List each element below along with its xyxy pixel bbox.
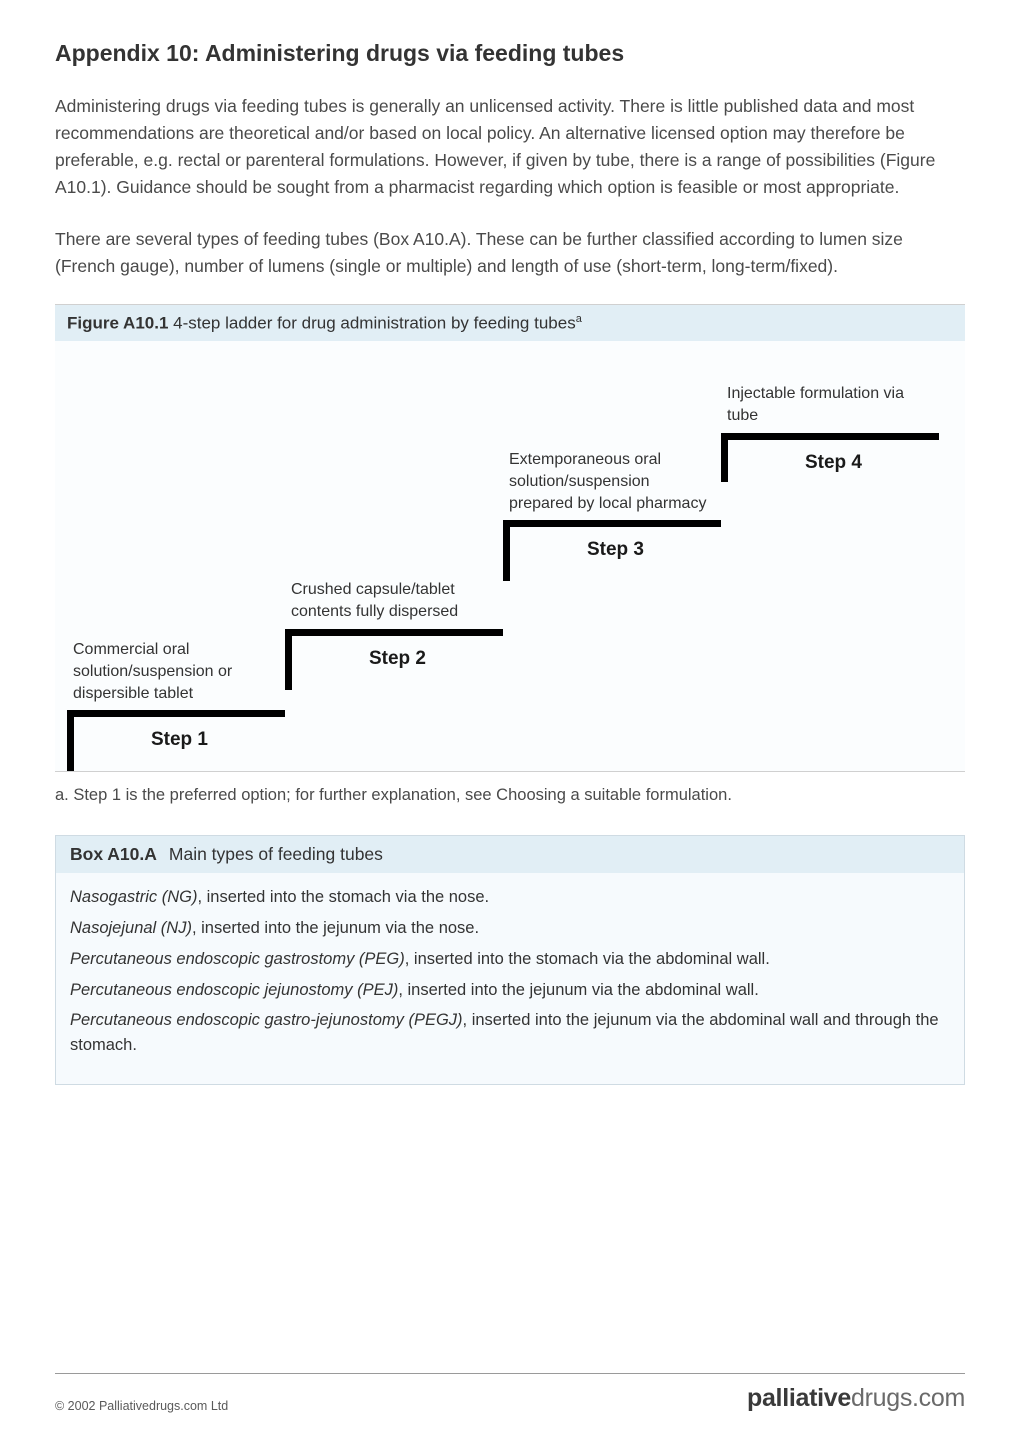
- box-item-term: Nasogastric (NG): [70, 888, 197, 906]
- step-4: Injectable formulation via tube Step 4: [721, 383, 939, 481]
- box-item: Percutaneous endoscopic gastrostomy (PEG…: [70, 947, 950, 972]
- step-1: Commercial oral solution/suspension or d…: [67, 639, 285, 771]
- figure-footnote: a. Step 1 is the preferred option; for f…: [55, 786, 965, 805]
- brand-logo: palliativedrugs.com: [747, 1384, 965, 1413]
- intro-paragraph-1: Administering drugs via feeding tubes is…: [55, 93, 965, 202]
- step-bar-icon: [67, 717, 74, 771]
- step-4-desc: Injectable formulation via tube: [721, 383, 939, 432]
- box-item-term: Percutaneous endoscopic gastrostomy (PEG…: [70, 950, 405, 968]
- box-item-term: Percutaneous endoscopic gastro-jejunosto…: [70, 1011, 463, 1029]
- step-2-label: Step 2: [292, 636, 503, 690]
- box-item-term: Nasojejunal (NJ): [70, 919, 192, 937]
- step-3-label: Step 3: [510, 527, 721, 581]
- figure-a10-1: Figure A10.1 4-step ladder for drug admi…: [55, 304, 965, 773]
- step-2-desc: Crushed capsule/tablet contents fully di…: [285, 579, 503, 628]
- step-bar-icon: [721, 433, 939, 440]
- step-bar-icon: [503, 527, 510, 581]
- step-3: Extemporaneous oral solution/suspension …: [503, 449, 721, 581]
- box-a10-a: Box A10.A Main types of feeding tubes Nas…: [55, 835, 965, 1085]
- box-item: Nasogastric (NG), inserted into the stom…: [70, 885, 950, 910]
- box-item-term: Percutaneous endoscopic jejunostomy (PEJ…: [70, 981, 398, 999]
- box-item-rest: , inserted into the jejunum via the nose…: [192, 919, 479, 937]
- step-2: Crushed capsule/tablet contents fully di…: [285, 579, 503, 689]
- box-label-bold: Box A10.A: [70, 844, 157, 864]
- step-bar-icon: [285, 629, 503, 636]
- copyright-text: © 2002 Palliativedrugs.com Ltd: [55, 1399, 228, 1413]
- box-item-rest: , inserted into the stomach via the abdo…: [405, 950, 770, 968]
- figure-label-sup: a: [576, 313, 582, 325]
- box-item: Percutaneous endoscopic jejunostomy (PEJ…: [70, 978, 950, 1003]
- brand-bold: palliative: [747, 1384, 851, 1412]
- box-item: Nasojejunal (NJ), inserted into the jeju…: [70, 916, 950, 941]
- step-1-desc: Commercial oral solution/suspension or d…: [67, 639, 285, 710]
- intro-paragraph-2: There are several types of feeding tubes…: [55, 226, 965, 280]
- step-bar-icon: [503, 520, 721, 527]
- step-1-label: Step 1: [74, 717, 285, 771]
- page-footer: © 2002 Palliativedrugs.com Ltd palliativ…: [55, 1373, 965, 1413]
- page-title: Appendix 10: Administering drugs via fee…: [55, 40, 965, 67]
- figure-title: Figure A10.1 4-step ladder for drug admi…: [55, 305, 965, 342]
- figure-label-bold: Figure A10.1: [67, 313, 168, 332]
- figure-label-rest: 4-step ladder for drug administration by…: [168, 313, 575, 332]
- step-bar-icon: [67, 710, 285, 717]
- box-item-rest: , inserted into the jejunum via the abdo…: [398, 981, 758, 999]
- brand-light: drugs.com: [851, 1384, 965, 1412]
- box-title: Box A10.A Main types of feeding tubes: [56, 836, 964, 873]
- box-item-rest: , inserted into the stomach via the nose…: [197, 888, 489, 906]
- step-bar-icon: [285, 636, 292, 690]
- box-item: Percutaneous endoscopic gastro-jejunosto…: [70, 1008, 950, 1058]
- step-ladder-diagram: Commercial oral solution/suspension or d…: [55, 341, 965, 771]
- box-label-rest: Main types of feeding tubes: [169, 844, 383, 864]
- step-4-label: Step 4: [728, 440, 939, 482]
- step-bar-icon: [721, 440, 728, 482]
- step-3-desc: Extemporaneous oral solution/suspension …: [503, 449, 721, 520]
- box-body: Nasogastric (NG), inserted into the stom…: [56, 873, 964, 1084]
